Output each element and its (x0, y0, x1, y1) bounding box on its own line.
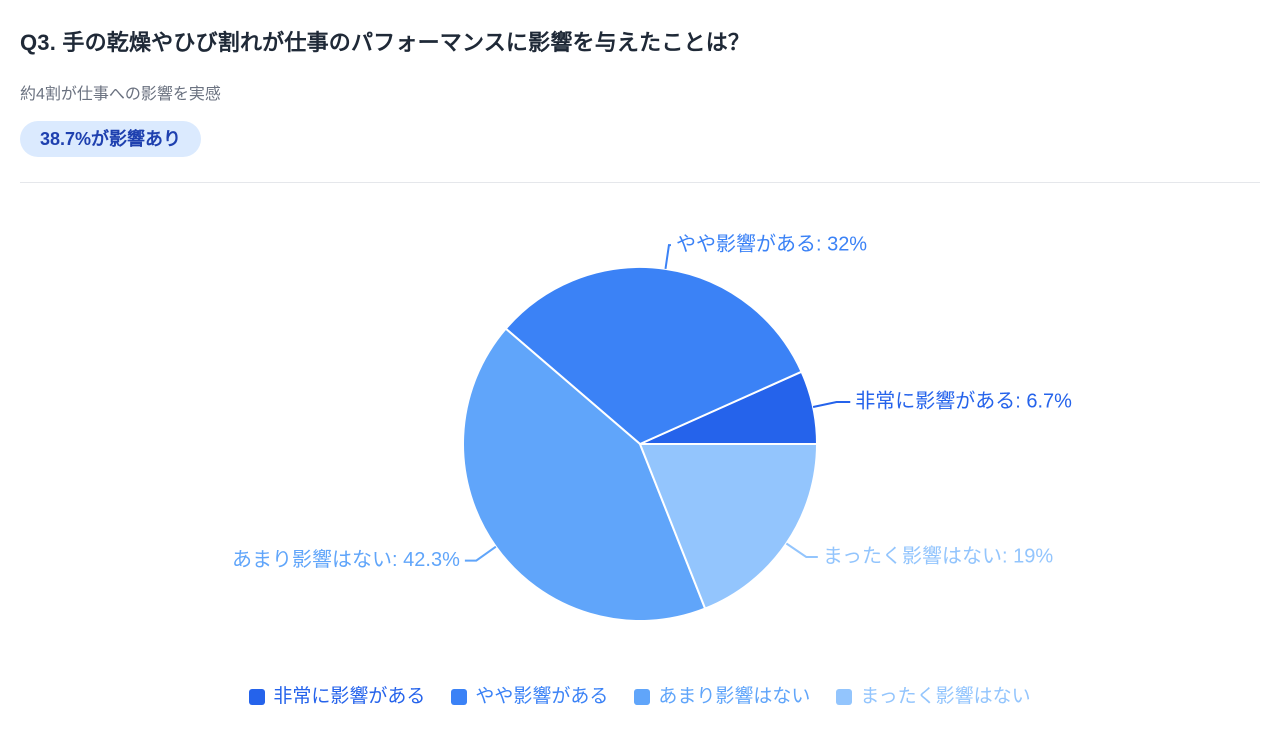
pie-slice-label-3: まったく影響はない: 19% (823, 545, 1054, 568)
pie-slice-2[interactable] (462, 328, 707, 623)
legend-label: 非常に影響がある (273, 686, 426, 708)
legend-item-3[interactable]: まったく影響はない (836, 685, 1031, 709)
pie-slice-leader-line-0 (812, 401, 851, 409)
legend-label: やや影響がある (475, 686, 609, 708)
pie-slice-leader-line-2 (464, 546, 497, 562)
legend-swatch-icon (249, 689, 266, 706)
legend-label: まったく影響はない (860, 686, 1031, 708)
page-title: Q3. 手の乾燥やひび割れが仕事のパフォーマンスに影響を与えたことは？ (20, 30, 751, 55)
legend-label: あまり影響はない (658, 686, 811, 708)
chart-header: Q3. 手の乾燥やひび割れが仕事のパフォーマンスに影響を与えたことは？ 約4割が… (0, 0, 1280, 158)
legend-swatch-icon (634, 689, 651, 706)
pie-chart: 非常に影響がある: 6.7% やや影響がある: 32% あまり影響はない: 42.3… (0, 183, 1280, 673)
page-subtitle: 約4割が仕事への影響を実感 (20, 86, 221, 104)
legend-item-0[interactable]: 非常に影響がある (249, 685, 425, 709)
legend-swatch-icon (451, 689, 468, 706)
legend-item-2[interactable]: あまり影響はない (634, 685, 810, 709)
pie-slice-3[interactable] (639, 443, 818, 610)
pie-slice-leader-line-3 (785, 543, 818, 559)
pie-chart-canvas: 非常に影響がある: 6.7% やや影響がある: 32% あまり影響はない: 42.3… (232, 233, 1072, 623)
legend-swatch-icon (836, 689, 853, 706)
pie-slice-label-0: 非常に影響がある: 6.7% (855, 390, 1072, 413)
pie-slice-label-2: あまり影響はない: 42.3% (232, 548, 460, 571)
legend-item-1[interactable]: やや影響がある (451, 685, 608, 709)
chart-legend: 非常に影響がある やや影響がある あまり影響はない まったく影響はない (0, 685, 1280, 709)
pie-slice-1[interactable] (504, 266, 803, 446)
highlight-badge: 38.7%が影響あり (20, 121, 202, 158)
pie-slice-label-1: やや影響がある: 32% (676, 233, 867, 256)
pie-slice-leader-line-1 (664, 244, 671, 270)
divider (20, 182, 1260, 184)
